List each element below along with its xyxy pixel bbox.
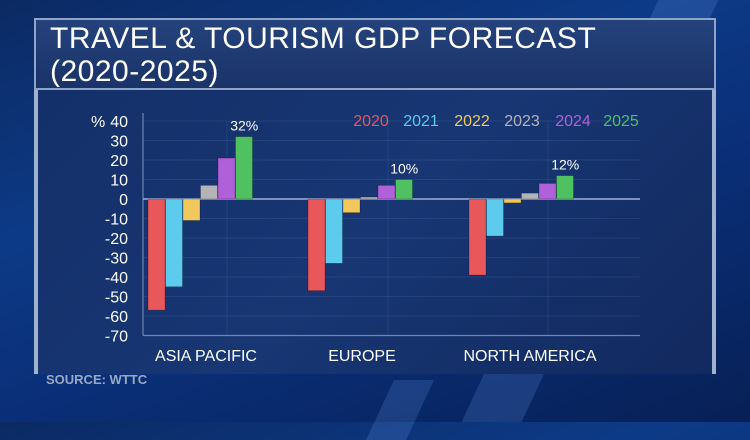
bar-2021 [325, 198, 343, 264]
data-label: 10% [390, 161, 418, 177]
y-tick-label: -60 [105, 309, 128, 326]
bar-2025 [395, 179, 413, 200]
bar-2022 [182, 198, 201, 221]
legend-item-2024: 2024 [555, 113, 591, 130]
data-label: 32% [230, 118, 258, 134]
chart-title-line2: (2020-2025) [50, 55, 219, 88]
bar-2021 [165, 198, 183, 288]
chart-title: TRAVEL & TOURISM GDP FORECAST (2020-2025… [50, 22, 596, 88]
bar-2024 [538, 183, 557, 200]
bar-2024 [377, 185, 396, 200]
bar-2025 [556, 175, 574, 200]
y-tick-label: -70 [105, 329, 128, 346]
bar-2020 [147, 198, 166, 311]
y-tick-label: 10 [110, 173, 128, 190]
bar-2023 [360, 196, 378, 200]
category-label: ASIA PACIFIC [155, 348, 257, 365]
y-tick-label: -30 [105, 251, 128, 268]
chart-title-line1: TRAVEL & TOURISM GDP FORECAST [50, 22, 597, 55]
bar-2025 [235, 136, 253, 200]
bar-2023 [200, 185, 218, 200]
y-tick-label: -50 [105, 290, 128, 307]
title-bar [34, 18, 716, 90]
y-axis-unit-label: % [91, 114, 105, 131]
bar-2023 [521, 192, 539, 200]
bar-2024 [217, 157, 236, 200]
category-label: EUROPE [328, 348, 396, 365]
y-tick-label: 0 [119, 192, 128, 209]
y-tick-label: -40 [105, 270, 128, 287]
chart-panel [34, 90, 716, 374]
y-tick-label: 30 [110, 134, 128, 151]
y-tick-label: 20 [110, 153, 128, 170]
y-tick-label: -20 [105, 231, 128, 248]
category-label: NORTH AMERICA [463, 348, 596, 365]
bar-2020 [307, 198, 326, 291]
legend-item-2025: 2025 [603, 113, 639, 130]
y-tick-label: -10 [105, 212, 128, 229]
bar-2022 [342, 198, 361, 213]
source-note: SOURCE: WTTC [46, 372, 148, 387]
data-label: 12% [551, 157, 579, 173]
y-tick-label: 40 [110, 114, 128, 131]
legend-item-2020: 2020 [353, 113, 389, 130]
bar-2020 [468, 198, 487, 276]
bar-2022 [503, 198, 522, 204]
legend-item-2021: 2021 [403, 113, 439, 130]
legend-item-2022: 2022 [454, 113, 490, 130]
bar-chart: 40 30 20 10 0 -10 -20 -30 -40 -50 -60 -70% 2020 2021 2… [91, 113, 640, 365]
bar-2021 [486, 198, 504, 237]
legend-item-2023: 2023 [504, 113, 540, 130]
